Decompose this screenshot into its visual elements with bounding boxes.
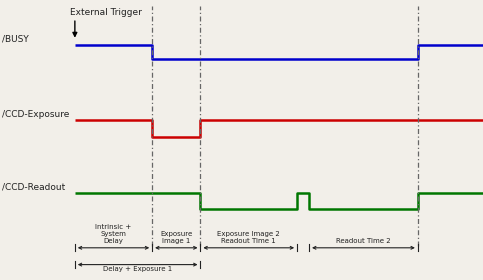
Text: Exposure Image 2
Readout Time 1: Exposure Image 2 Readout Time 1 <box>217 231 280 244</box>
Text: External Trigger: External Trigger <box>70 8 142 17</box>
Text: Delay + Exposure 1: Delay + Exposure 1 <box>103 266 172 272</box>
Text: /BUSY: /BUSY <box>2 34 29 43</box>
Text: Exposure
Image 1: Exposure Image 1 <box>160 231 192 244</box>
Text: /CCD-Exposure: /CCD-Exposure <box>2 110 70 119</box>
Text: Intrinsic +
System
Delay: Intrinsic + System Delay <box>95 224 132 244</box>
Text: /CCD-Readout: /CCD-Readout <box>2 183 66 192</box>
Text: Readout Time 2: Readout Time 2 <box>336 238 391 244</box>
